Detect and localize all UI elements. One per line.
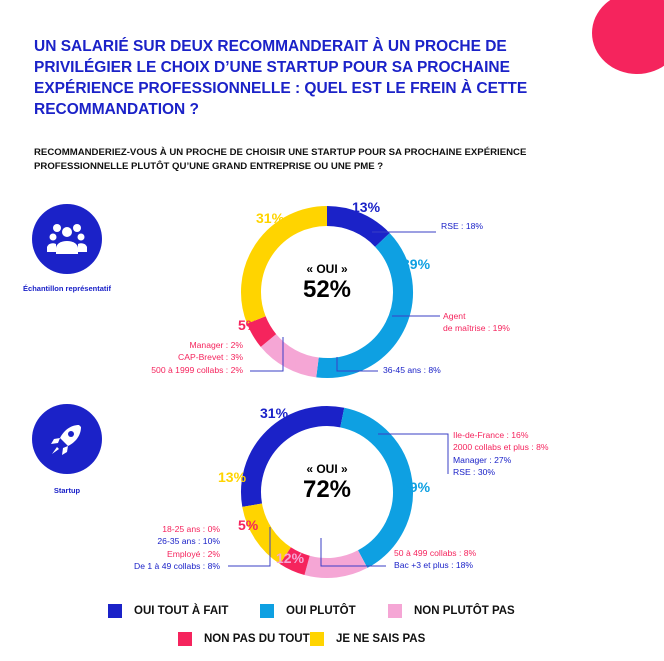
legend-item: NON PAS DU TOUT xyxy=(178,632,310,646)
callout-line xyxy=(320,538,386,567)
donut-segment-1 xyxy=(339,407,413,568)
donut-segment-0 xyxy=(326,206,390,248)
question-subtitle: RECOMMANDERIEZ-VOUS À UN PROCHE DE CHOIS… xyxy=(34,147,527,172)
center-label: « OUI » 72% xyxy=(277,462,377,504)
legend-swatch xyxy=(108,604,122,618)
callout-line xyxy=(378,433,449,474)
people-group-icon xyxy=(32,204,102,274)
center-caption: « OUI » xyxy=(306,462,348,476)
data-label: 39% xyxy=(402,256,431,272)
legend-swatch xyxy=(178,632,192,646)
donut-segment-4 xyxy=(242,503,292,564)
center-value: 72% xyxy=(302,476,352,503)
rocket-icon xyxy=(32,404,102,474)
data-label: 13% xyxy=(352,199,381,215)
legend-swatch xyxy=(260,604,274,618)
data-label: 39% xyxy=(402,479,431,495)
callout-text: Agent de maîtrise : 19% xyxy=(443,311,510,334)
donut-segment-3 xyxy=(279,547,311,575)
donut-segment-3 xyxy=(247,315,277,347)
donut-segment-0 xyxy=(241,406,345,507)
decorative-blob xyxy=(592,0,664,74)
callout-text: Manager : 2% CAP-Brevet : 3% 500 à 1999 … xyxy=(151,340,243,375)
callout-line xyxy=(336,357,378,372)
callout-text: 18-25 ans : 0% 26-35 ans : 10% Employé :… xyxy=(134,524,220,571)
data-label: 5% xyxy=(238,317,259,333)
center-value: 52% xyxy=(302,276,352,303)
donut-chart-representative xyxy=(241,206,413,378)
callout-text: RSE : 18% xyxy=(441,221,484,231)
data-label: 31% xyxy=(260,405,289,421)
data-label: 12% xyxy=(276,550,305,566)
data-label: 12% xyxy=(290,355,319,371)
data-label: 31% xyxy=(256,210,285,226)
group-caption: Échantillon représentatif xyxy=(23,284,111,293)
callout-text: 50 à 499 collabs : 8% Bac +3 et plus : 1… xyxy=(394,548,477,571)
data-label: 5% xyxy=(238,517,259,533)
legend-swatch xyxy=(388,604,402,618)
group-caption: Startup xyxy=(53,486,81,495)
callout-line xyxy=(250,337,284,372)
callout-text: 36-45 ans : 8% xyxy=(383,365,441,375)
legend-swatch xyxy=(310,632,324,646)
donut-chart-startup xyxy=(241,406,413,578)
center-caption: « OUI » xyxy=(306,262,348,276)
legend-item: OUI TOUT À FAIT xyxy=(108,604,228,618)
donut-segment-4 xyxy=(241,206,328,324)
legend-item: NON PLUTÔT PAS xyxy=(388,604,515,618)
center-label: « OUI » 52% xyxy=(277,262,377,304)
data-label: 13% xyxy=(218,469,247,485)
legend-item: JE NE SAIS PAS xyxy=(310,632,425,646)
donut-segment-1 xyxy=(316,233,413,378)
legend-item: OUI PLUTÔT xyxy=(260,604,356,618)
donut-segment-2 xyxy=(260,333,320,378)
callout-line xyxy=(228,527,271,567)
callout-text: Ile-de-France : 16% 2000 collabs et plus… xyxy=(453,430,549,477)
donut-segment-2 xyxy=(304,550,368,578)
page-title: UN SALARIÉ SUR DEUX RECOMMANDERAIT À UN … xyxy=(34,38,528,118)
